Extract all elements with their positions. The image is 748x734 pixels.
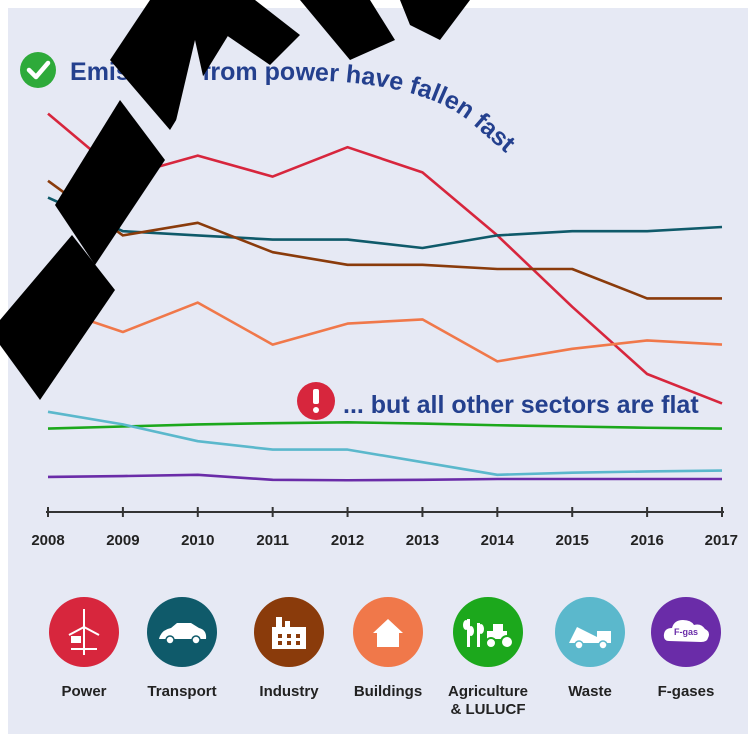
series-line-agriculture-lulucf — [47, 420, 723, 430]
legend-label: Transport — [147, 683, 217, 700]
x-tick-label: 2009 — [106, 532, 139, 549]
legend-label: Power — [61, 683, 107, 700]
house-icon — [373, 619, 403, 647]
series-line-transport — [47, 196, 723, 250]
series-line-power — [47, 112, 723, 405]
gas-cloud-label: F-gas — [674, 627, 698, 637]
legend-label: Agriculture & LULUCF — [447, 683, 528, 718]
car-icon — [159, 623, 207, 645]
wind-turbine-icon — [68, 609, 100, 655]
power-annotation: Emissions from power have fallen fast — [70, 58, 521, 158]
check-icon — [20, 52, 56, 88]
legend-circle — [147, 597, 217, 667]
x-tick-label: 2010 — [181, 532, 214, 549]
x-tick-label: 2008 — [31, 532, 64, 549]
x-tick-label: 2016 — [630, 532, 663, 549]
legend-circle — [453, 597, 523, 667]
series-line-waste — [47, 410, 723, 477]
legend-circle — [353, 597, 423, 667]
x-tick-label: 2017 — [705, 532, 738, 549]
x-tick-label: 2012 — [331, 532, 364, 549]
power-annotation-text: Emissions from power have fallen fast — [70, 58, 521, 158]
series-line-industry — [47, 179, 722, 300]
factory-icon — [272, 617, 306, 649]
x-tick-label: 2011 — [256, 532, 289, 549]
series-line-f-gases — [47, 473, 722, 482]
dump-truck-icon — [569, 627, 611, 650]
legend-circle — [49, 597, 119, 667]
legend-circle — [555, 597, 625, 667]
x-tick-label: 2015 — [556, 532, 589, 549]
series-line-buildings — [47, 301, 723, 363]
others-annotation: ... but all other sectors are flat — [343, 391, 699, 419]
x-axis-ticks: 2008 2009 2010 2011 2012 2013 2014 2015 2016 2017 — [31, 507, 738, 549]
x-tick-label: 2014 — [481, 532, 515, 549]
legend-circle — [254, 597, 324, 667]
alert-icon — [297, 382, 335, 420]
legend-label: F-gases — [657, 683, 715, 700]
legend-label: Buildings — [353, 683, 423, 700]
legend-label: Waste — [568, 683, 612, 700]
series-lines — [47, 112, 723, 482]
tractor-wheat-icon — [463, 619, 514, 649]
legend-circle: F-gas — [651, 597, 721, 667]
legend-label: Industry — [259, 683, 319, 700]
x-tick-label: 2013 — [406, 532, 439, 549]
gas-cloud-icon: F-gas — [663, 620, 709, 642]
